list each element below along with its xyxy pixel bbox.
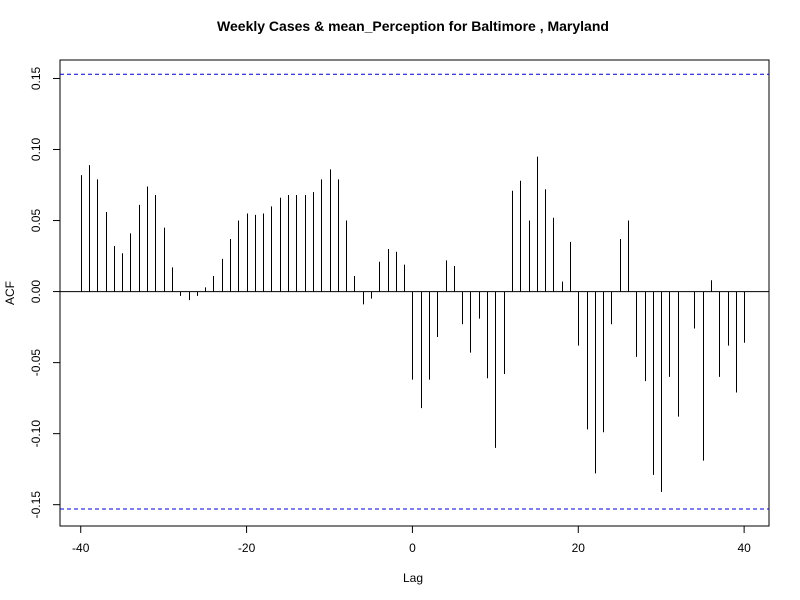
y-tick-label: -0.15 bbox=[29, 491, 43, 519]
x-axis-label: Lag bbox=[403, 571, 423, 585]
plot-frame bbox=[59, 59, 770, 527]
chart-title: Weekly Cases & mean_Perception for Balti… bbox=[217, 18, 609, 34]
x-tick-label: 0 bbox=[409, 541, 416, 555]
acf-bars bbox=[81, 156, 745, 492]
x-axis: -40 -20 0 20 40 bbox=[72, 526, 751, 555]
y-axis: -0.15 -0.10 -0.05 0.00 0.05 0.10 0.15 bbox=[29, 66, 60, 518]
y-tick-label: 0.10 bbox=[29, 138, 43, 162]
y-tick-label: -0.10 bbox=[29, 420, 43, 448]
y-tick-label: -0.05 bbox=[29, 349, 43, 377]
y-axis-label: ACF bbox=[3, 281, 17, 305]
x-tick-label: 20 bbox=[572, 541, 586, 555]
y-tick-label: 0.00 bbox=[29, 280, 43, 304]
y-tick-label: 0.15 bbox=[29, 66, 43, 90]
x-tick-label: -20 bbox=[238, 541, 256, 555]
y-tick-label: 0.05 bbox=[29, 209, 43, 233]
x-tick-label: 40 bbox=[737, 541, 751, 555]
x-tick-label: -40 bbox=[72, 541, 90, 555]
